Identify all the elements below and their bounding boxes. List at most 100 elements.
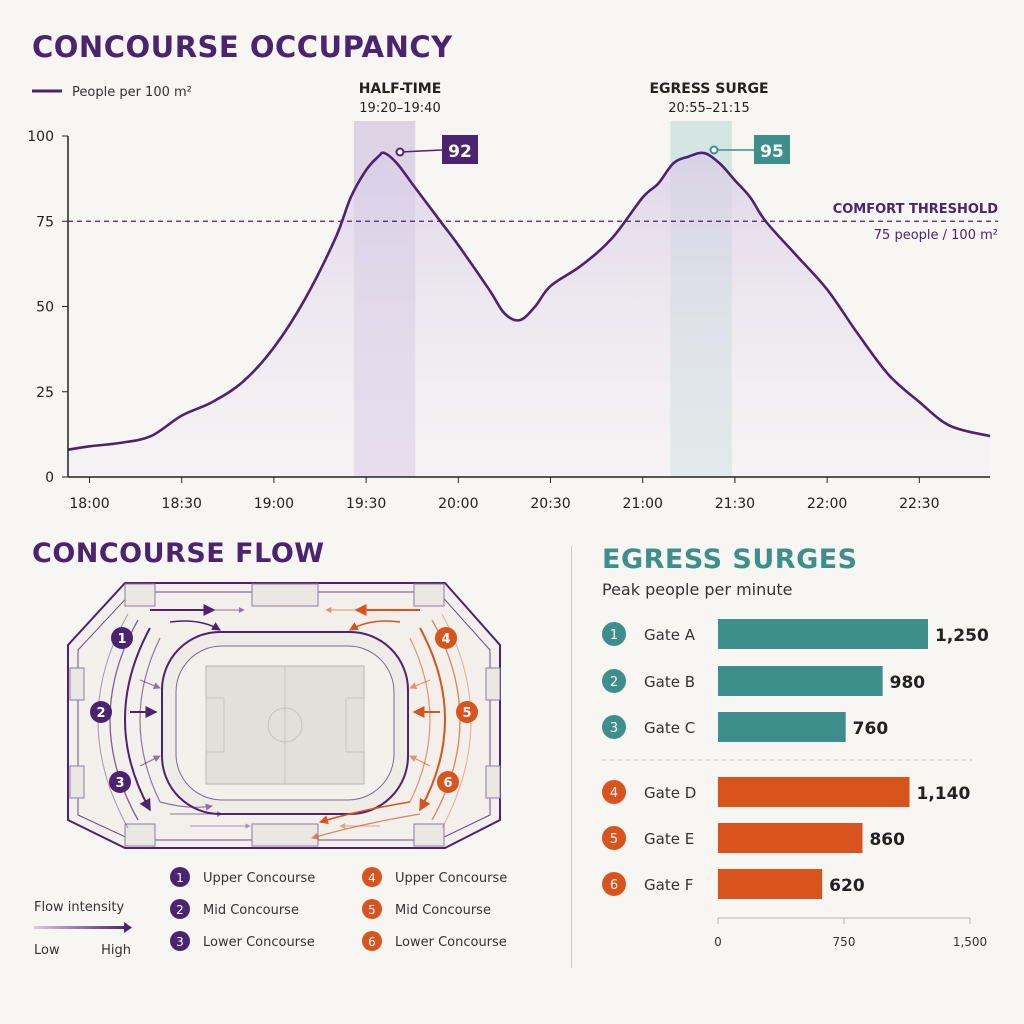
gate-marker-4[interactable]: 4 xyxy=(435,627,457,649)
y-tick-label: 0 xyxy=(45,470,54,486)
stadium-outer-blocks xyxy=(69,583,501,847)
egress-gate-badge-6 xyxy=(602,872,626,896)
legend-gate-5-num: 5 xyxy=(368,903,376,917)
egress-x-tick-label: 750 xyxy=(833,935,856,949)
egress-gate-num-3: 3 xyxy=(610,721,618,736)
x-tick-label: 19:00 xyxy=(254,496,294,512)
gate-marker-5[interactable]: 5 xyxy=(456,701,478,723)
y-tick-label: 50 xyxy=(36,300,54,316)
egress-gate-num-4: 4 xyxy=(610,786,618,801)
legend-gate-1-label: Upper Concourse xyxy=(203,871,315,886)
egress-gate-label-1: Gate A xyxy=(644,626,696,644)
egress-value-label-1: 1,250 xyxy=(935,626,989,646)
gate-marker-1[interactable]: 1 xyxy=(111,627,133,649)
legend-gate-4-num: 4 xyxy=(368,871,376,885)
egress-gate-label-2: Gate B xyxy=(644,673,695,691)
gate-marker-5-num: 5 xyxy=(462,706,471,721)
legend-gate-3-num: 3 xyxy=(176,935,184,949)
egress-bar-4 xyxy=(718,777,910,807)
egress-gate-num-2: 2 xyxy=(610,675,618,690)
gate-marker-2[interactable]: 2 xyxy=(90,701,112,723)
peak-marker-2 xyxy=(709,145,719,155)
legend-label: People per 100 m² xyxy=(72,85,192,100)
gate-marker-6[interactable]: 6 xyxy=(437,771,459,793)
legend-gate-5-label: Mid Concourse xyxy=(395,903,491,918)
band-range-halftime: 19:20–19:40 xyxy=(359,101,440,116)
pitch-box-right xyxy=(345,697,365,753)
occupancy-chart: People per 100 m² 0 25 50 75 100 18:00 18:30 19… xyxy=(27,81,998,512)
egress-gate-label-6: Gate F xyxy=(644,876,693,894)
band-title-egress: EGRESS SURGE xyxy=(649,81,768,97)
egress-gate-badge-1 xyxy=(602,622,626,646)
flow-intensity-arrow xyxy=(124,922,132,933)
flow-gate-legend: 1 Upper Concourse 2 Mid Concourse 3 Lowe… xyxy=(170,867,507,951)
legend-gate-1-num: 1 xyxy=(176,871,184,885)
flow-intensity-low: Low xyxy=(34,943,60,958)
threshold-sub: 75 people / 100 m² xyxy=(874,228,998,243)
egress-value-label-4: 1,140 xyxy=(917,784,971,804)
egress-bar-5 xyxy=(718,823,863,853)
x-tick-label: 18:30 xyxy=(162,496,202,512)
occupancy-line xyxy=(67,151,991,452)
peak-label-2: 95 xyxy=(760,142,784,162)
peak-marker-1 xyxy=(395,147,405,157)
peak-label-1: 92 xyxy=(448,142,472,162)
egress-gate-num-5: 5 xyxy=(610,832,618,847)
legend-gate-3-label: Lower Concourse xyxy=(203,935,315,950)
gate-marker-1-num: 1 xyxy=(117,632,126,647)
egress-bar-2 xyxy=(718,666,883,696)
egress-bar-6 xyxy=(718,869,823,899)
x-tick-label: 21:00 xyxy=(623,496,663,512)
egress-bar-1 xyxy=(718,619,928,649)
y-tick-label: 25 xyxy=(36,385,54,401)
egress-bar-3 xyxy=(718,712,846,742)
egress-gate-badge-4 xyxy=(602,780,626,804)
section-divider xyxy=(571,546,572,968)
legend-gate-2-num: 2 xyxy=(176,903,184,917)
egress-value-label-2: 980 xyxy=(890,673,926,693)
egress-gate-label-4: Gate D xyxy=(644,784,696,802)
flow-intensity-high: High xyxy=(101,943,131,958)
band-title-halftime: HALF-TIME xyxy=(359,81,442,97)
x-tick-label: 22:30 xyxy=(899,496,939,512)
peak-leader-1 xyxy=(399,149,443,153)
egress-bar-chart: 1 Gate A 1,250 2 Gate B 980 3 Gate C 760 4 Gate D 1… xyxy=(602,619,989,949)
egress-x-tick-label: 1,500 xyxy=(953,935,987,949)
legend-gate-2-label: Mid Concourse xyxy=(203,903,299,918)
y-tick-label: 75 xyxy=(36,214,54,230)
egress-gate-num-1: 1 xyxy=(610,628,618,643)
threshold-title: COMFORT THRESHOLD xyxy=(833,202,998,217)
gate-marker-6-num: 6 xyxy=(443,776,452,791)
flow-intensity-title: Flow intensity xyxy=(34,900,124,915)
egress-subtitle: Peak people per minute xyxy=(602,580,793,599)
pitch-box-left xyxy=(205,697,225,753)
x-tick-label: 22:00 xyxy=(807,496,847,512)
band-range-egress: 20:55–21:15 xyxy=(668,101,749,116)
y-tick-label: 100 xyxy=(27,129,54,145)
x-tick-label: 21:30 xyxy=(715,496,755,512)
legend-gate-6-num: 6 xyxy=(368,935,376,949)
flow-intensity-gradient xyxy=(34,926,126,929)
concourse-flow-diagram: 1 2 3 4 5 6 1 Upper Concourse 2 Mid Conc… xyxy=(34,582,507,958)
x-tick-label: 20:30 xyxy=(530,496,570,512)
egress-value-label-3: 760 xyxy=(853,719,889,739)
egress-gate-label-5: Gate E xyxy=(644,830,694,848)
x-tick-label: 18:00 xyxy=(69,496,109,512)
egress-gate-badge-5 xyxy=(602,826,626,850)
x-tick-label: 19:30 xyxy=(346,496,386,512)
pitch-centre-circle xyxy=(267,707,303,743)
gate-marker-3[interactable]: 3 xyxy=(109,771,131,793)
gate-marker-3-num: 3 xyxy=(115,776,124,791)
gate-marker-4-num: 4 xyxy=(441,632,450,647)
egress-gate-label-3: Gate C xyxy=(644,719,695,737)
occupancy-title: CONCOURSE OCCUPANCY xyxy=(32,30,453,64)
egress-gate-num-6: 6 xyxy=(610,878,618,893)
peak-label-box-1 xyxy=(442,135,478,164)
egress-value-label-6: 620 xyxy=(829,876,865,896)
x-tick-label: 20:00 xyxy=(438,496,478,512)
egress-gate-badge-2 xyxy=(602,669,626,693)
egress-gate-badge-3 xyxy=(602,715,626,739)
egress-value-label-5: 860 xyxy=(869,830,905,850)
egress-x-tick-label: 0 xyxy=(714,935,722,949)
gate-marker-2-num: 2 xyxy=(96,706,105,721)
